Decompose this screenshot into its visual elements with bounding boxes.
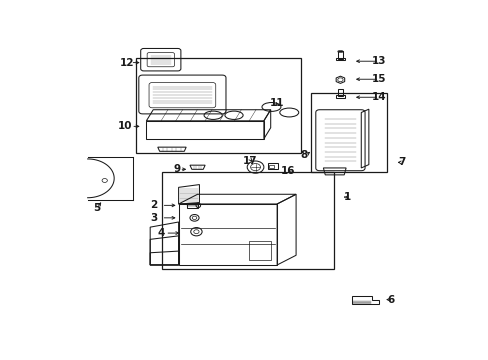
Text: 2: 2: [150, 201, 157, 210]
Text: 1: 1: [343, 192, 350, 202]
Text: 7: 7: [398, 157, 405, 167]
Text: 17: 17: [243, 156, 257, 166]
Text: 8: 8: [300, 150, 306, 161]
Text: 12: 12: [120, 58, 134, 68]
Bar: [335, 95, 345, 98]
Bar: [336, 58, 344, 60]
Bar: [311, 93, 386, 172]
Bar: [178, 204, 277, 265]
Text: 4: 4: [158, 228, 165, 238]
Text: 9: 9: [173, 164, 180, 174]
Bar: [136, 58, 301, 153]
Text: 3: 3: [150, 213, 157, 223]
Text: 6: 6: [386, 294, 394, 305]
Text: 10: 10: [117, 121, 132, 131]
Bar: [337, 51, 343, 59]
Bar: [248, 241, 271, 260]
Text: 16: 16: [281, 166, 295, 176]
Text: 14: 14: [371, 92, 386, 102]
Bar: [267, 163, 277, 169]
Text: 5: 5: [93, 203, 101, 213]
Bar: [161, 172, 333, 269]
Bar: [268, 165, 273, 168]
Text: 15: 15: [371, 74, 386, 84]
Bar: [186, 203, 198, 208]
Text: 11: 11: [269, 98, 284, 108]
Bar: [337, 89, 343, 96]
Text: 13: 13: [371, 56, 386, 66]
